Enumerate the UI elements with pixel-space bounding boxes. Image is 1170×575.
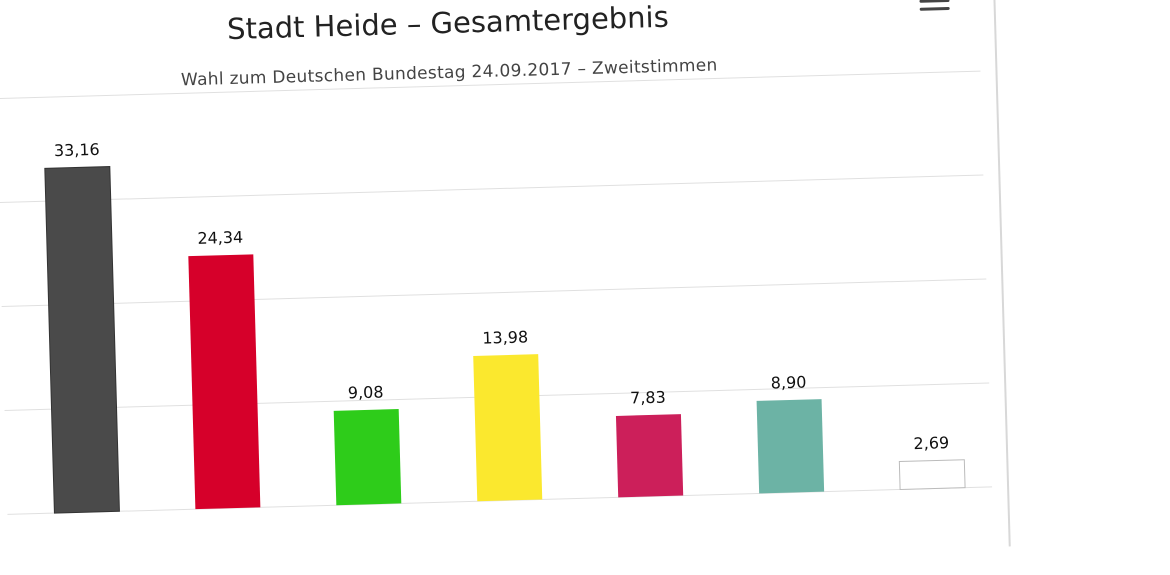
menu-icon-line (919, 0, 950, 3)
bar[interactable] (44, 166, 120, 514)
data-label: 8,90 (771, 373, 807, 393)
bar[interactable] (756, 399, 825, 494)
menu-icon-line (919, 6, 950, 11)
menu-icon[interactable] (919, 0, 950, 19)
data-label: 33,16 (54, 140, 100, 160)
bar[interactable] (898, 459, 966, 490)
bar[interactable] (188, 254, 261, 510)
gridline (0, 70, 981, 100)
data-label: 13,98 (482, 327, 528, 347)
gridline (1, 278, 987, 307)
bar[interactable] (615, 414, 684, 498)
data-label: 2,69 (913, 433, 949, 453)
data-label: 24,34 (197, 228, 243, 248)
data-label: 7,83 (630, 388, 666, 408)
data-label: 9,08 (348, 382, 384, 402)
bar[interactable] (333, 409, 402, 506)
chart-stage: 33,16 24,34 9,08 13,98 7,83 8,90 2,69 Stadt He… (0, 0, 1011, 575)
bar[interactable] (473, 354, 543, 502)
gridline (0, 174, 984, 204)
